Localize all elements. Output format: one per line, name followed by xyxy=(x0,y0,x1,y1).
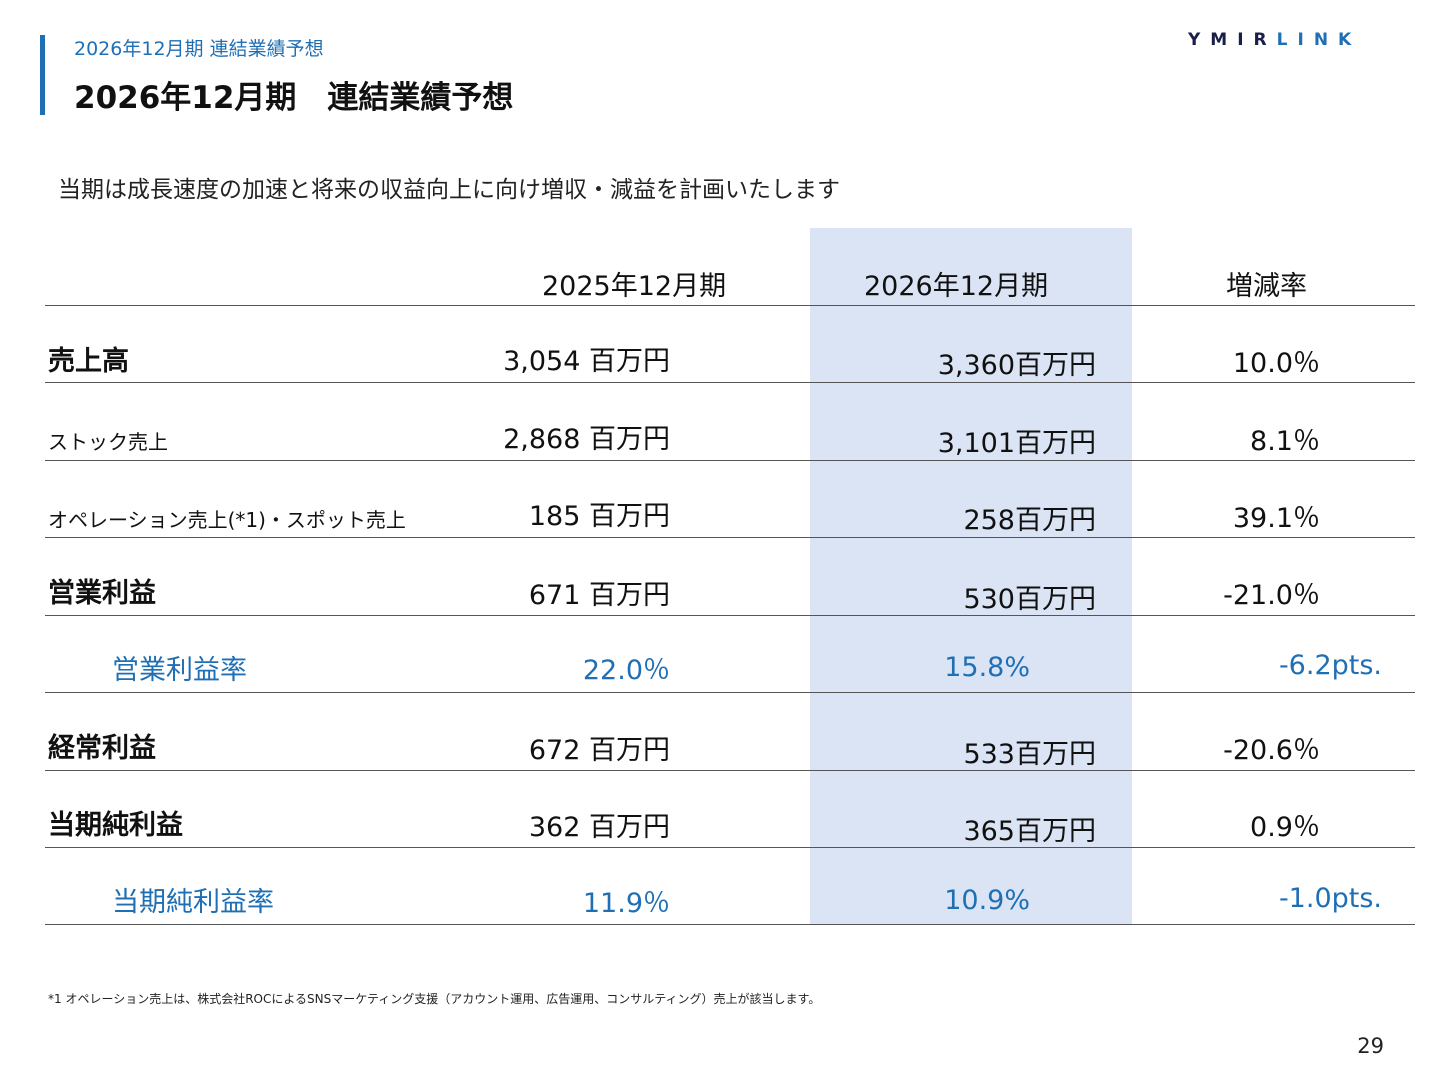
rate-operating-margin: -6.2pts. xyxy=(1278,650,1382,681)
column-header-2026: 2026年12月期 xyxy=(864,271,1049,302)
value-2025-ordinary-profit: 672 百万円 xyxy=(528,735,670,766)
value-2025-net-margin: 11.9％ xyxy=(582,888,670,919)
footnote: *1 オペレーション売上は、株式会社ROCによるSNSマーケティング支援（アカウ… xyxy=(48,992,821,1006)
value-2026-net-income: 365百万円 xyxy=(963,816,1096,847)
table-rule xyxy=(45,847,1415,848)
rate-operating-profit: -21.0％ xyxy=(1223,580,1320,611)
table-rule xyxy=(45,615,1415,616)
row-label-ordinary-profit: 経常利益 xyxy=(48,733,156,764)
page-title: 2026年12月期 連結業績予想 xyxy=(74,80,514,116)
rate-net-margin: -1.0pts. xyxy=(1278,883,1382,914)
row-label-net-sales: 売上高 xyxy=(48,346,129,377)
row-label-net-income: 当期純利益 xyxy=(48,810,183,841)
value-2026-operation-spot-sales: 258百万円 xyxy=(963,505,1096,536)
row-label-operating-margin: 営業利益率 xyxy=(112,655,247,686)
table-rule xyxy=(45,460,1415,461)
rate-ordinary-profit: -20.6％ xyxy=(1223,735,1320,766)
row-label-operating-profit: 営業利益 xyxy=(48,578,156,609)
rate-net-sales: 10.0％ xyxy=(1232,348,1320,379)
value-2025-operating-profit: 671 百万円 xyxy=(528,580,670,611)
table-rule xyxy=(45,692,1415,693)
column-header-rate: 増減率 xyxy=(1226,271,1307,302)
rate-operation-spot-sales: 39.1％ xyxy=(1232,503,1320,534)
section-subtitle: 2026年12月期 連結業績予想 xyxy=(74,38,324,60)
value-2026-operating-profit: 530百万円 xyxy=(963,584,1096,615)
row-label-net-margin: 当期純利益率 xyxy=(112,887,274,918)
rate-net-income: 0.9％ xyxy=(1250,812,1320,843)
row-label-stock-sales: ストック売上 xyxy=(48,430,168,454)
column-header-2025: 2025年12月期 xyxy=(542,271,727,302)
value-2025-net-sales: 3,054 百万円 xyxy=(503,346,670,377)
value-2025-operation-spot-sales: 185 百万円 xyxy=(528,501,670,532)
forecast-column-highlight xyxy=(810,228,1132,925)
value-2026-ordinary-profit: 533百万円 xyxy=(963,739,1096,770)
value-2025-stock-sales: 2,868 百万円 xyxy=(503,424,670,455)
table-rule xyxy=(45,537,1415,538)
value-2026-net-sales: 3,360百万円 xyxy=(937,350,1096,381)
table-rule xyxy=(45,305,1415,306)
row-label-operation-spot-sales: オペレーション売上(*1)・スポット売上 xyxy=(48,508,406,532)
logo-part-link: LINK xyxy=(1276,30,1362,50)
table-rule xyxy=(45,770,1415,771)
accent-bar xyxy=(40,35,45,115)
value-2025-operating-margin: 22.0％ xyxy=(582,655,670,686)
logo-part-ymir: YMIR xyxy=(1188,30,1277,50)
value-2026-operating-margin: 15.8% xyxy=(944,652,1030,683)
value-2026-net-margin: 10.9% xyxy=(944,885,1030,916)
company-logo: YMIRLINK xyxy=(1188,30,1361,50)
rate-stock-sales: 8.1％ xyxy=(1250,426,1320,457)
table-rule xyxy=(45,924,1415,925)
lead-text: 当期は成長速度の加速と将来の収益向上に向け増収・減益を計画いたします xyxy=(58,177,840,203)
value-2025-net-income: 362 百万円 xyxy=(528,812,670,843)
table-rule xyxy=(45,382,1415,383)
page-number: 29 xyxy=(1357,1034,1384,1058)
value-2026-stock-sales: 3,101百万円 xyxy=(937,428,1096,459)
